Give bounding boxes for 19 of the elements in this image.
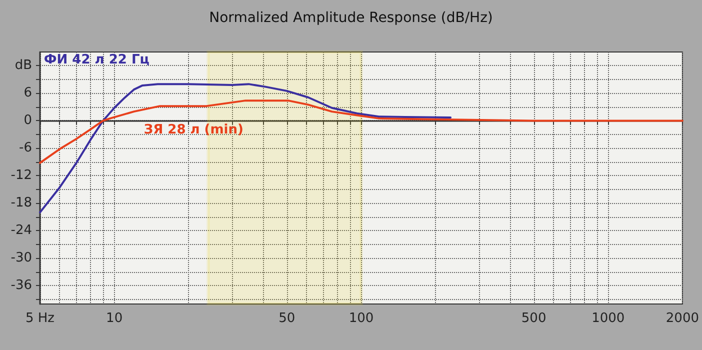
x-tick-label: 500 — [521, 311, 546, 326]
x-tick-label: 5 Hz — [25, 311, 55, 326]
x-tick-label: 100 — [348, 311, 374, 326]
y-tick-label: -24 — [10, 223, 32, 238]
y-tick-label: 6 — [24, 86, 32, 101]
chart-title: Normalized Amplitude Response (dB/Hz) — [209, 10, 493, 26]
y-tick-label: -30 — [10, 250, 32, 266]
x-tick-label: 10 — [106, 311, 123, 326]
y-tick-label: -18 — [10, 196, 32, 211]
y-tick-label: -36 — [10, 278, 32, 294]
y-tick-label: 0 — [24, 113, 32, 128]
x-tick-label: 50 — [278, 311, 296, 326]
series-label: ФИ 42 л 22 Гц — [44, 52, 150, 68]
y-tick-label: -6 — [19, 140, 32, 156]
series-label: ЗЯ 28 л (min) — [144, 122, 244, 138]
y-tick-label: dB — [14, 58, 32, 74]
x-tick-label: 1000 — [592, 311, 625, 326]
x-tick-label: 2000 — [666, 311, 700, 326]
y-tick-label: -12 — [10, 168, 32, 184]
